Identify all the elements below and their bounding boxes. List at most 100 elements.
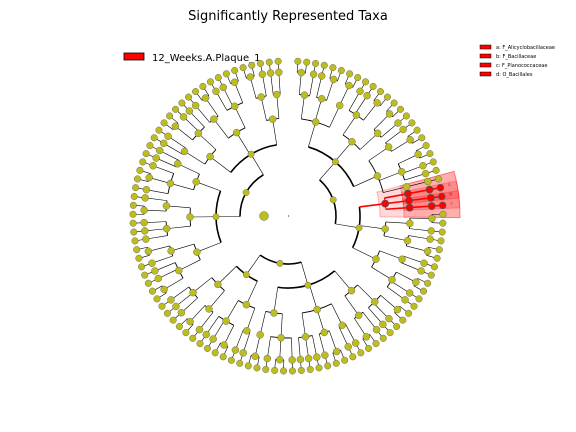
taxon-node: [242, 271, 250, 279]
taxon-node: [337, 66, 345, 74]
tree-branch: [359, 133, 378, 150]
taxon-node: [396, 105, 404, 113]
tree-branch: [178, 259, 201, 271]
taxon-node: [435, 175, 443, 183]
taxon-node: [210, 115, 218, 123]
taxon-node: [426, 235, 434, 243]
taxon-node: [393, 305, 402, 314]
taxon-node: [435, 246, 443, 254]
taxon-node: [162, 202, 171, 210]
taxon-node: [437, 237, 445, 245]
taxon-node: [297, 68, 305, 77]
taxon-node: [199, 82, 207, 90]
taxon-node: [159, 139, 168, 148]
tree-branch: [246, 281, 258, 305]
tree-branch: [236, 132, 251, 155]
taxon-node: [259, 211, 269, 221]
taxon-node: [439, 210, 447, 218]
tree-branch: [217, 266, 237, 285]
taxon-node: [265, 58, 273, 66]
tree-branch: [329, 105, 340, 128]
taxon-node: [372, 255, 380, 263]
taxon-node: [406, 219, 414, 228]
taxon-node: [242, 301, 251, 309]
tree-branch: [166, 205, 191, 209]
highlighted-node: [426, 193, 435, 202]
tree-branch: [334, 141, 353, 162]
taxon-node: [193, 248, 201, 256]
tree-branch: [272, 119, 278, 145]
taxon-node: [227, 356, 235, 364]
tree-branch: [319, 161, 336, 181]
taxon-node: [130, 192, 138, 200]
tree-branch: [198, 133, 217, 150]
taxon-node: [383, 93, 391, 101]
taxon-node: [313, 353, 321, 361]
taxon-node: [313, 305, 321, 314]
taxon-node: [329, 196, 337, 204]
taxon-node: [388, 276, 396, 284]
taxon-node: [403, 237, 412, 245]
taxon-node: [203, 344, 211, 352]
taxon-node: [297, 366, 305, 374]
taxon-node: [398, 255, 406, 263]
taxon-node: [163, 309, 171, 317]
taxon-node: [247, 150, 255, 158]
taxon-node: [140, 218, 148, 227]
taxon-node: [205, 305, 213, 313]
taxon-node: [231, 346, 240, 354]
taxon-node: [415, 295, 423, 303]
taxon-node: [336, 101, 344, 110]
highlighted-node: [425, 185, 434, 194]
taxon-node: [402, 183, 411, 191]
taxon-node: [258, 70, 267, 78]
taxon-node: [318, 72, 326, 80]
taxon-node: [206, 152, 214, 161]
taxon-node: [349, 353, 357, 361]
taxon-node: [304, 354, 313, 363]
taxon-node: [132, 184, 140, 192]
taxon-node: [401, 296, 409, 304]
tree-branch: [170, 183, 194, 191]
tree-branch: [308, 121, 316, 148]
taxon-node: [180, 147, 189, 156]
tree-branch: [368, 146, 389, 161]
taxon-node: [348, 138, 356, 146]
tree-branch: [225, 300, 239, 322]
taxon-node: [270, 309, 278, 317]
taxon-node: [196, 340, 204, 348]
taxon-node: [214, 74, 222, 82]
taxon-node: [303, 58, 311, 66]
taxon-node: [169, 316, 177, 324]
taxon-node: [381, 225, 389, 233]
taxon-node: [177, 309, 186, 317]
taxon-node: [201, 94, 210, 102]
taxon-node: [189, 334, 197, 342]
highlighted-node: [436, 183, 445, 192]
taxon-node: [239, 64, 247, 72]
taxon-node: [405, 289, 414, 297]
highlighted-node: [405, 203, 414, 212]
tree-branch: [250, 154, 264, 175]
taxon-node: [408, 119, 416, 127]
tree-branch: [379, 250, 403, 260]
taxon-node: [371, 298, 379, 306]
taxon-node: [202, 330, 210, 339]
tree-branch: [383, 235, 408, 242]
taxon-node: [160, 285, 168, 294]
taxon-node: [373, 129, 382, 138]
taxon-node: [175, 323, 183, 331]
tree-branch: [316, 309, 325, 333]
taxon-node: [320, 328, 328, 337]
tree-branch: [335, 223, 360, 229]
taxon-node: [263, 354, 272, 363]
taxon-node: [152, 154, 160, 162]
key-label-a: a: F_Alicyclobacillaceae: [496, 45, 555, 51]
taxon-node: [372, 325, 381, 334]
taxon-node: [424, 177, 432, 186]
taxon-node: [129, 210, 137, 218]
taxon-node: [206, 78, 214, 86]
taxon-node: [189, 288, 197, 297]
taxon-node: [394, 119, 402, 127]
tree-branch: [371, 266, 393, 280]
